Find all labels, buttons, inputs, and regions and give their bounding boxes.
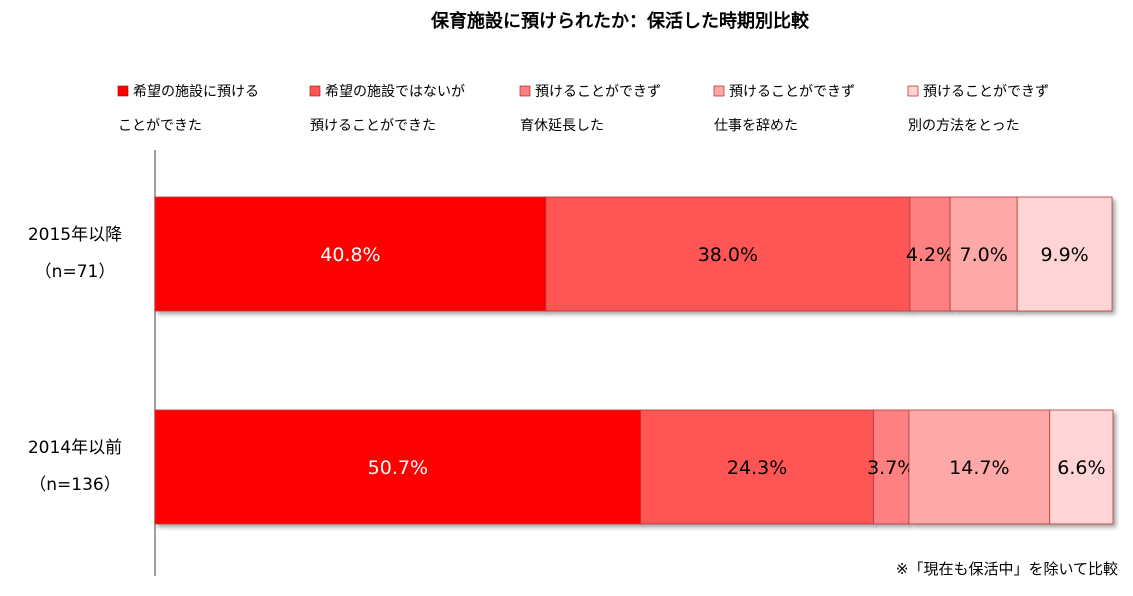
legend-label-2-line-2: 預けることができた xyxy=(310,118,436,134)
legend-label-3-line-2: 育休延長した xyxy=(520,118,604,134)
category-n-2: （n=136） xyxy=(29,475,120,495)
legend-label-4-line-1: 預けることができず xyxy=(729,84,855,100)
legend-swatch-2 xyxy=(309,85,321,97)
legend-label-4-line-2: 仕事を辞めた xyxy=(714,118,798,134)
chart-title: 保育施設に預けられたか：保活した時期別比較 xyxy=(430,10,810,32)
category-label-1: 2015年以降 xyxy=(28,225,122,245)
data-label-1-3: 4.2% xyxy=(906,244,954,266)
legend-swatch-1 xyxy=(117,85,129,97)
legend-label-1-line-2: ことができた xyxy=(118,118,202,134)
data-label-1-1: 40.8% xyxy=(320,244,380,266)
bar-segment-1-1 xyxy=(154,196,547,312)
footnote: ※「現在も保活中」を除いて比較 xyxy=(896,560,1118,578)
data-label-2-1: 50.7% xyxy=(368,457,428,479)
legend-label-5-line-1: 預けることができず xyxy=(923,84,1049,100)
category-labels: 2015年以降 （n=71） 2014年以前 （n=136） xyxy=(28,225,122,495)
legend-label-5-line-2: 別の方法をとった xyxy=(908,118,1020,134)
data-label-1-5: 9.9% xyxy=(1040,244,1088,266)
bar-segment-2-1 xyxy=(154,409,642,525)
bar-segment-1-5 xyxy=(1016,196,1113,312)
legend-swatch-3 xyxy=(519,85,531,97)
data-label-1-4: 7.0% xyxy=(960,244,1008,266)
bar-segment-2-4 xyxy=(908,409,1051,525)
data-label-2-4: 14.7% xyxy=(949,457,1009,479)
data-label-2-3: 3.7% xyxy=(867,457,915,479)
data-label-1-2: 38.0% xyxy=(698,244,758,266)
legend-swatch-4 xyxy=(713,85,725,97)
bar-segment-2-5 xyxy=(1049,409,1114,525)
bars: 40.8% 38.0% 4.2% 7.0% 9.9% 50.7% 24.3% 3.7% 14.7… xyxy=(154,196,1114,525)
legend-label-2-line-1: 希望の施設ではないが xyxy=(325,84,465,100)
bar-segment-1-3 xyxy=(909,196,951,312)
legend-swatch-5 xyxy=(907,85,919,97)
bar-segment-1-2 xyxy=(545,196,911,312)
legend-label-1-line-1: 希望の施設に預ける xyxy=(133,84,259,100)
legend-label-3-line-1: 預けることができず xyxy=(535,84,661,100)
category-n-1: （n=71） xyxy=(35,262,116,282)
data-label-2-2: 24.3% xyxy=(727,457,787,479)
data-label-2-5: 6.6% xyxy=(1057,457,1105,479)
category-label-2: 2014年以前 xyxy=(28,438,122,458)
